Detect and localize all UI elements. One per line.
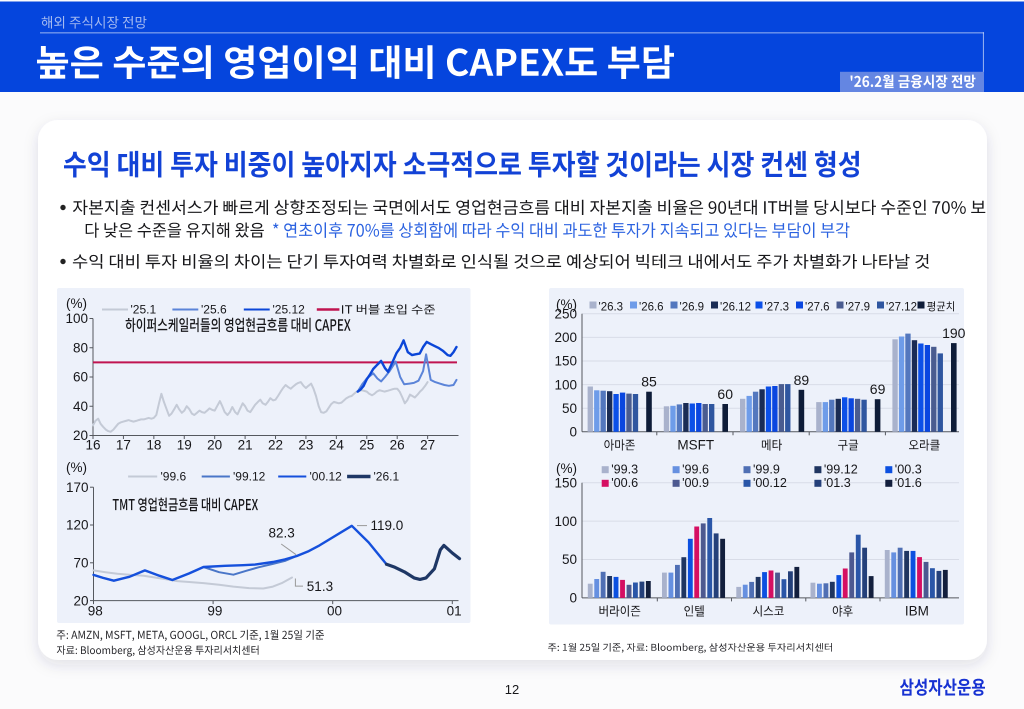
- svg-text:60: 60: [73, 370, 88, 385]
- svg-text:'26.1: '26.1: [374, 470, 400, 484]
- svg-text:'99.6: '99.6: [161, 470, 187, 484]
- svg-text:'27.3: '27.3: [765, 302, 790, 314]
- svg-text:'25.1: '25.1: [131, 303, 157, 317]
- svg-text:MSFT: MSFT: [677, 438, 714, 453]
- svg-text:'00.9: '00.9: [682, 476, 709, 490]
- svg-text:'99.12: '99.12: [824, 462, 858, 476]
- svg-text:26: 26: [390, 438, 405, 453]
- svg-text:23: 23: [298, 438, 313, 453]
- svg-text:60: 60: [717, 386, 733, 402]
- svg-text:0: 0: [569, 591, 577, 606]
- svg-text:'99.12: '99.12: [233, 470, 266, 484]
- svg-text:IBM: IBM: [905, 604, 929, 619]
- svg-text:20: 20: [207, 438, 222, 453]
- svg-text:20: 20: [73, 428, 88, 443]
- svg-text:00: 00: [327, 604, 342, 619]
- svg-text:69: 69: [870, 381, 886, 397]
- svg-text:50: 50: [562, 552, 577, 567]
- svg-text:19: 19: [177, 438, 192, 453]
- svg-text:170: 170: [66, 480, 89, 495]
- svg-text:22: 22: [268, 438, 283, 453]
- svg-text:'99.3: '99.3: [611, 462, 638, 476]
- svg-text:99: 99: [207, 604, 222, 619]
- svg-text:190: 190: [942, 325, 966, 341]
- svg-text:20: 20: [73, 593, 88, 608]
- svg-text:'27.9: '27.9: [846, 302, 871, 314]
- svg-text:100: 100: [65, 311, 88, 326]
- svg-text:'26.6: '26.6: [639, 302, 664, 314]
- svg-text:'01.6: '01.6: [895, 476, 922, 490]
- svg-text:'26.12: '26.12: [720, 302, 751, 314]
- svg-text:25: 25: [359, 438, 374, 453]
- svg-text:40: 40: [73, 399, 88, 414]
- svg-text:'99.9: '99.9: [753, 462, 780, 476]
- svg-text:18: 18: [146, 438, 161, 453]
- svg-text:16: 16: [85, 438, 100, 453]
- svg-text:'26.9: '26.9: [680, 302, 705, 314]
- svg-text:82.3: 82.3: [269, 526, 295, 541]
- svg-text:'25.12: '25.12: [273, 303, 306, 317]
- svg-text:200: 200: [554, 330, 577, 345]
- svg-text:17: 17: [116, 438, 131, 453]
- svg-text:'00.3: '00.3: [895, 462, 922, 476]
- svg-text:'00.12: '00.12: [753, 476, 787, 490]
- svg-text:51.3: 51.3: [307, 579, 333, 594]
- svg-text:27: 27: [420, 438, 435, 453]
- svg-text:120: 120: [66, 518, 89, 533]
- svg-text:(%): (%): [66, 460, 87, 475]
- svg-text:80: 80: [73, 340, 88, 355]
- svg-text:'00.12: '00.12: [310, 470, 343, 484]
- svg-text:01: 01: [447, 604, 462, 619]
- svg-text:150: 150: [554, 475, 577, 490]
- svg-text:'25.6: '25.6: [201, 303, 227, 317]
- svg-text:50: 50: [562, 401, 577, 416]
- svg-text:12: 12: [505, 682, 519, 697]
- svg-text:'01.3: '01.3: [824, 476, 851, 490]
- svg-text:24: 24: [329, 438, 345, 453]
- svg-text:150: 150: [554, 354, 577, 369]
- svg-text:'00.6: '00.6: [611, 476, 638, 490]
- svg-text:250: 250: [554, 307, 577, 322]
- svg-text:85: 85: [641, 374, 657, 390]
- svg-text:0: 0: [569, 425, 577, 440]
- svg-text:21: 21: [238, 438, 253, 453]
- svg-text:'27.6: '27.6: [805, 302, 830, 314]
- svg-text:(%): (%): [556, 297, 577, 312]
- svg-text:'99.6: '99.6: [682, 462, 709, 476]
- svg-text:89: 89: [794, 372, 810, 388]
- svg-text:'26.3: '26.3: [599, 302, 624, 314]
- svg-text:'27.12: '27.12: [886, 302, 917, 314]
- svg-text:(%): (%): [556, 461, 577, 476]
- svg-text:(%): (%): [66, 296, 87, 311]
- svg-text:98: 98: [88, 604, 103, 619]
- svg-text:100: 100: [554, 514, 577, 529]
- svg-text:119.0: 119.0: [371, 518, 404, 533]
- svg-text:70: 70: [73, 556, 88, 571]
- svg-text:100: 100: [554, 377, 577, 392]
